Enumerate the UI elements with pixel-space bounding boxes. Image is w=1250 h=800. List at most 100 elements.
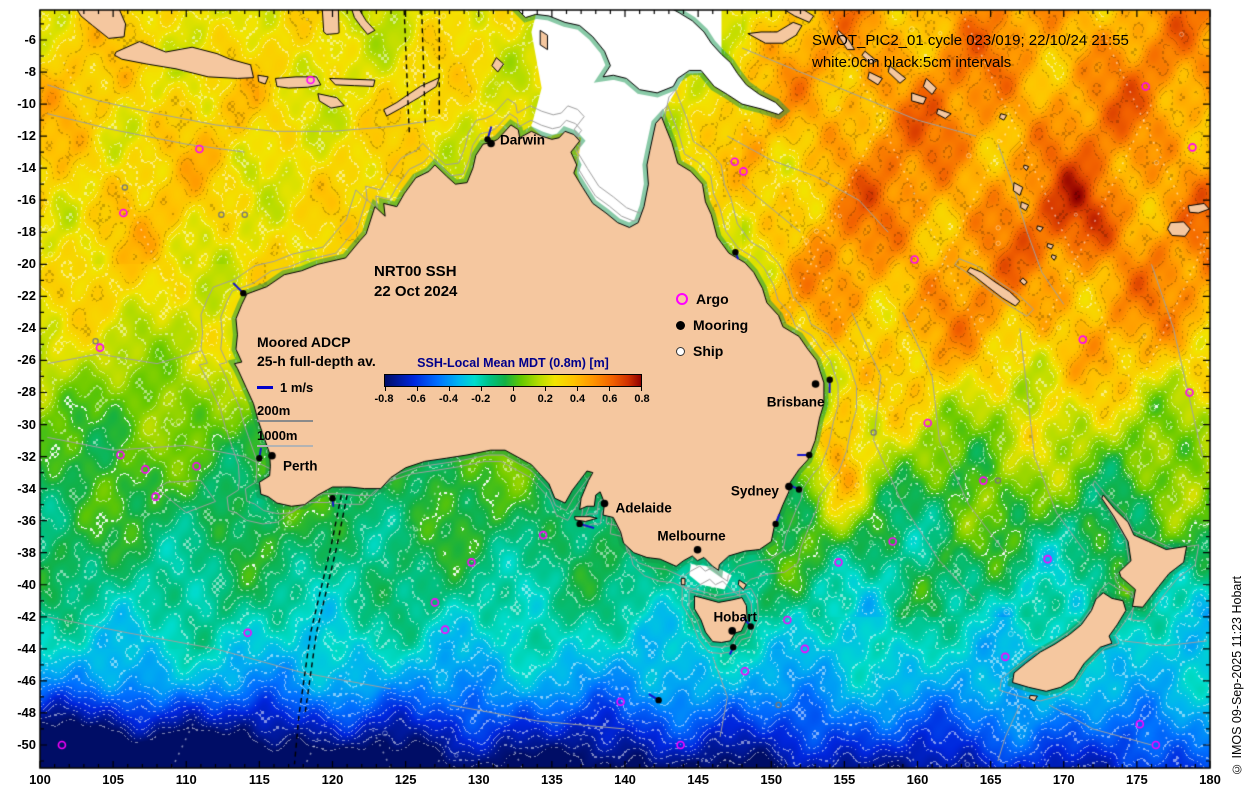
- colorbar-tick-label: 0: [509, 393, 517, 405]
- mooring-symbol-icon: [676, 320, 685, 330]
- y-tick-label: -8: [24, 64, 36, 80]
- colorbar-tick-mark: [641, 386, 642, 391]
- legend-row-ship: Ship: [676, 338, 748, 364]
- colorbar-tick-mark: [577, 386, 578, 391]
- city-label-hobart: Hobart: [713, 609, 757, 625]
- colorbar-tick-label: 0.2: [537, 393, 553, 405]
- colorbar: SSH-Local Mean MDT (0.8m) [m] -0.8 -0.6 -0…: [375, 356, 650, 407]
- city-label-darwin: Darwin: [500, 132, 546, 147]
- contour-1000m-line-icon: [257, 445, 313, 447]
- y-tick-label: -50: [17, 736, 36, 752]
- colorbar-tick-label: -0.4: [439, 393, 458, 405]
- contour-200m-label: 200m: [257, 403, 291, 418]
- y-tick-label: -34: [17, 480, 36, 496]
- y-tick-label: -46: [17, 672, 36, 688]
- x-tick-label: 150: [760, 772, 783, 787]
- colorbar-tick-mark: [385, 386, 386, 391]
- product-date: 22 Oct 2024: [374, 283, 458, 300]
- mooring-label: Mooring: [693, 317, 749, 333]
- y-tick-label: -26: [17, 352, 36, 368]
- y-tick-label: -30: [17, 416, 36, 432]
- colorbar-tick-mark: [513, 386, 514, 391]
- x-tick-label: 175: [1126, 772, 1148, 787]
- adcp-line1: Moored ADCP: [257, 334, 351, 350]
- colorbar-label: SSH-Local Mean MDT (0.8m) [m]: [417, 356, 609, 370]
- x-tick-label: 100: [29, 772, 51, 787]
- x-tick-label: 125: [394, 772, 417, 787]
- x-tick-label: 170: [1052, 772, 1075, 787]
- colorbar-gradient: [384, 374, 642, 391]
- x-tick-label: 145: [687, 772, 709, 787]
- velocity-scale-label: 1 m/s: [280, 380, 314, 395]
- colorbar-tick-mark: [449, 386, 450, 391]
- y-tick-label: -48: [17, 704, 36, 720]
- y-tick-label: -44: [17, 640, 36, 656]
- y-tick-label: -36: [17, 512, 36, 528]
- y-tick-label: -38: [17, 544, 36, 560]
- colorbar-tick-mark: [609, 386, 610, 391]
- y-tick-label: -24: [17, 320, 36, 336]
- marker-legend: Argo Mooring Ship: [676, 286, 748, 364]
- y-tick-label: -6: [24, 31, 36, 47]
- city-label-adelaide: Adelaide: [615, 500, 672, 516]
- colorbar-tick-label: -0.2: [471, 393, 491, 405]
- city-label-brisbane: Brisbane: [766, 394, 825, 410]
- adcp-line2: 25-h full-depth av.: [257, 353, 376, 369]
- y-tick-label: -28: [17, 384, 36, 400]
- plot-header: SWOT_PIC2_01 cycle 023/019; 22/10/24 21:…: [812, 30, 1129, 74]
- contour-200m-item: 200m: [257, 404, 376, 422]
- ship-label: Ship: [693, 343, 724, 359]
- city-label-sydney: Sydney: [730, 483, 779, 499]
- y-tick-label: -40: [17, 576, 36, 592]
- colorbar-tick-label: -0.6: [406, 393, 426, 405]
- x-tick-label: 140: [614, 772, 636, 787]
- legend-row-mooring: Mooring: [676, 312, 748, 338]
- colorbar-tick-label: 0.6: [602, 393, 618, 405]
- city-label-perth: Perth: [282, 458, 318, 474]
- y-tick-label: -22: [17, 288, 36, 304]
- legend-row-argo: Argo: [676, 286, 748, 312]
- colorbar-tick-label: 0.8: [634, 393, 650, 405]
- y-tick-label: -10: [17, 96, 36, 112]
- x-tick-label: 160: [906, 772, 929, 787]
- ship-symbol-icon: [676, 346, 685, 356]
- colorbar-tick-mark: [481, 386, 482, 391]
- x-tick-label: 130: [467, 772, 490, 787]
- x-tick-label: 105: [102, 772, 124, 787]
- y-tick-label: -20: [17, 256, 36, 272]
- x-tick-label: 115: [248, 772, 270, 787]
- x-tick-label: 135: [541, 772, 563, 787]
- contour-1000m-item: 1000m: [257, 429, 376, 447]
- x-tick-label: 120: [321, 772, 344, 787]
- x-tick-label: 180: [1199, 772, 1221, 787]
- x-tick-label: 155: [833, 772, 856, 787]
- colorbar-tick-mark: [545, 386, 546, 391]
- y-tick-label: -12: [17, 128, 36, 144]
- colorbar-tick-mark: [417, 386, 418, 391]
- colorbar-tick-label: -0.8: [374, 393, 394, 405]
- city-label-melbourne: Melbourne: [657, 528, 726, 544]
- y-tick-label: -14: [17, 160, 36, 176]
- adcp-legend: Moored ADCP 25-h full-depth av. 1 m/s 20…: [257, 333, 376, 447]
- product-name: NRT00 SSH: [374, 263, 457, 280]
- argo-symbol-icon: [676, 293, 688, 305]
- header-contour-note: white:0cm black:5cm intervals: [812, 54, 1012, 71]
- y-tick-label: -42: [17, 608, 36, 624]
- contour-200m-line-icon: [257, 420, 313, 422]
- product-label: NRT00 SSH 22 Oct 2024: [374, 262, 457, 302]
- colorbar-tick-labels: -0.8 -0.6 -0.4 -0.2 0 0.2 0.4 0.6 0.8: [375, 393, 650, 407]
- credit-text: © IMOS 09-Sep-2025 11:23 Hobart: [1230, 576, 1244, 776]
- header-cycle-info: SWOT_PIC2_01 cycle 023/019; 22/10/24 21:…: [812, 32, 1129, 49]
- colorbar-tick-label: 0.4: [569, 393, 586, 405]
- y-tick-label: -18: [17, 224, 36, 240]
- y-tick-label: -32: [17, 448, 36, 464]
- velocity-scale-row: 1 m/s: [257, 378, 376, 397]
- x-tick-label: 110: [175, 772, 197, 787]
- x-tick-label: 165: [979, 772, 1002, 787]
- contour-1000m-label: 1000m: [257, 428, 298, 443]
- argo-label: Argo: [696, 291, 729, 307]
- velocity-vector-icon: [257, 386, 273, 389]
- y-tick-label: -16: [17, 192, 36, 208]
